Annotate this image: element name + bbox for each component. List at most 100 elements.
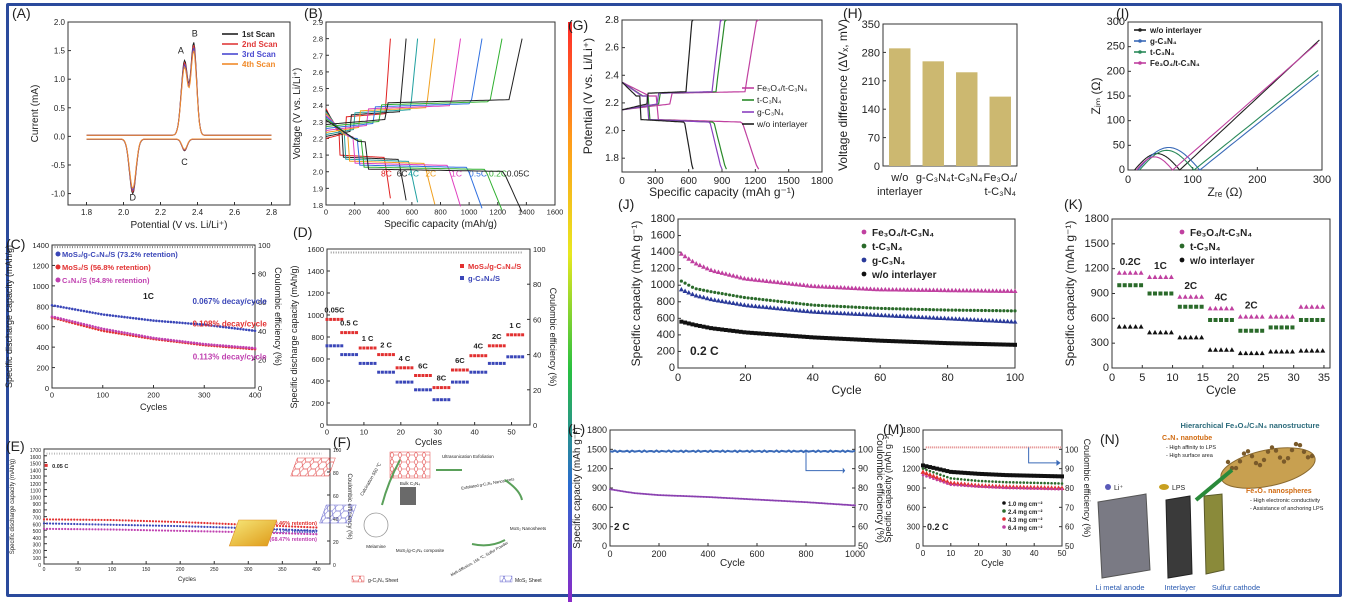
panel-m: 0 10 20 30 40 5003006009001200150018005060708… — [883, 421, 1092, 568]
y2-tick-label: 0 — [333, 563, 336, 569]
y-tick-label: 900 — [592, 483, 607, 493]
data-point — [108, 314, 112, 317]
data-point — [719, 496, 722, 499]
data-point — [129, 316, 132, 320]
data-point — [879, 312, 885, 318]
sulfur-cathode — [1203, 493, 1225, 575]
data-point — [827, 310, 833, 315]
data-point — [1290, 325, 1295, 330]
data-point — [288, 532, 291, 535]
data-point — [175, 321, 178, 324]
data-point — [369, 361, 373, 365]
data-point — [1133, 283, 1138, 288]
data-point — [708, 296, 714, 302]
data-point — [502, 361, 506, 365]
y-tick-label: 70 — [868, 133, 880, 145]
y2-tick-label: 60 — [333, 494, 339, 500]
data-point — [1002, 309, 1006, 313]
data-point — [723, 299, 729, 304]
data-point — [644, 493, 647, 496]
nanosphere — [1265, 449, 1271, 454]
data-point — [665, 494, 668, 497]
data-point — [917, 307, 921, 311]
x-tick-label: 50 — [507, 428, 515, 437]
data-point — [964, 287, 970, 293]
data-point — [857, 337, 862, 342]
composite-label: MoS₂/g-C₃N₄ composite — [396, 548, 445, 553]
data-point — [972, 341, 977, 346]
data-point — [76, 321, 80, 325]
x-tick-label: 50 — [1058, 549, 1067, 558]
data-point — [871, 312, 877, 317]
data-point — [1013, 309, 1017, 313]
panel-a: 1.8 2.0 2.2 2.4 2.6 2.8-1.0-0.50.00.51.01.52.… — [12, 5, 291, 231]
data-point — [185, 525, 188, 528]
data-point — [805, 334, 810, 339]
data-point — [618, 489, 621, 492]
data-point — [831, 304, 835, 308]
data-point — [108, 328, 112, 332]
data-point — [838, 284, 844, 290]
data-point — [166, 524, 170, 527]
data-point — [705, 495, 708, 498]
data-point — [912, 287, 918, 292]
data-point — [991, 309, 995, 313]
data-point — [88, 310, 91, 314]
data-point — [838, 310, 844, 316]
data-point — [935, 340, 940, 345]
data-point — [956, 316, 962, 321]
data-point — [300, 529, 303, 532]
data-point — [696, 495, 699, 498]
interlayer-label: Interlayer — [1164, 583, 1196, 592]
data-point — [347, 331, 351, 335]
data-point — [1289, 314, 1295, 319]
data-point — [808, 283, 814, 288]
data-point — [998, 342, 1003, 347]
data-point — [949, 341, 954, 346]
data-point — [845, 285, 851, 290]
legend-entry: g-C₃N₄ — [872, 256, 906, 267]
data-point — [850, 305, 854, 309]
data-point — [1014, 484, 1020, 489]
data-point — [1035, 484, 1041, 490]
data-point — [340, 353, 344, 357]
decay-annotation: 0.067% decay/cycle — [192, 297, 267, 306]
bar — [889, 48, 911, 166]
nanosphere — [1277, 455, 1283, 460]
data-point — [105, 328, 109, 331]
data-point — [1188, 304, 1193, 309]
x-tick-label: 600 — [406, 208, 419, 217]
y-tick-label: 1.9 — [313, 184, 323, 193]
data-point — [58, 522, 61, 525]
data-point — [845, 310, 851, 316]
data-point — [805, 501, 807, 504]
data-point — [615, 489, 618, 492]
data-point — [148, 520, 152, 523]
data-point — [1050, 487, 1053, 491]
data-point — [281, 525, 285, 528]
data-point — [1133, 324, 1139, 329]
data-point — [192, 322, 196, 326]
data-point — [245, 346, 248, 349]
data-point — [224, 522, 227, 525]
data-point — [708, 496, 711, 499]
nanosphere — [1249, 453, 1255, 459]
data-point — [204, 323, 207, 327]
cv-curve-reduction — [86, 138, 272, 195]
data-point — [207, 343, 210, 346]
data-point — [197, 525, 200, 528]
data-point — [473, 354, 477, 358]
data-point — [633, 492, 636, 495]
data-point — [1012, 486, 1015, 490]
data-point — [709, 326, 714, 331]
y-axis-label: Voltage (V vs. Li/Li⁺) — [292, 68, 303, 159]
legend-entry: 2nd Scan — [242, 40, 278, 49]
data-point — [1060, 474, 1064, 479]
panel-label: (C) — [6, 236, 25, 252]
data-point — [794, 301, 798, 305]
data-point — [170, 529, 173, 532]
data-point — [783, 300, 787, 304]
data-point — [746, 296, 750, 300]
data-point — [753, 297, 758, 301]
data-point — [727, 299, 733, 305]
